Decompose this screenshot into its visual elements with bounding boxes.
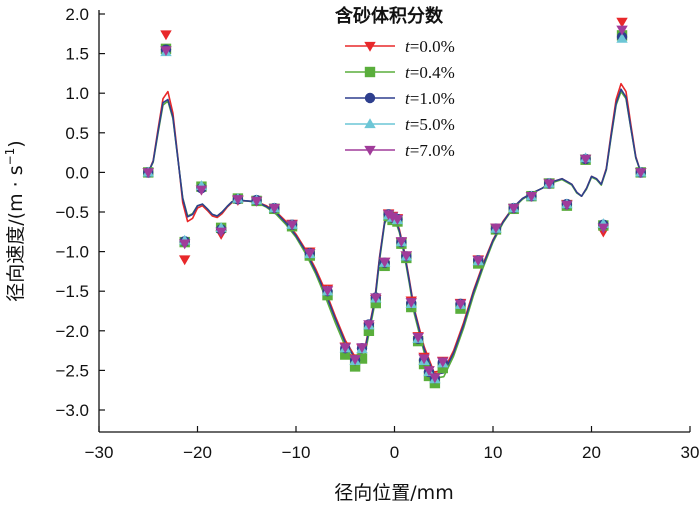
data-point (378, 257, 391, 268)
y-tick-label: 0.0 (65, 163, 89, 182)
legend-entries: t=0.0%t=0.4%t=1.0%t=5.0%t=7.0% (345, 37, 455, 160)
y-axis-title: 径向速度/(m · s−1) (3, 140, 27, 301)
data-point (391, 214, 404, 225)
data-point (412, 332, 424, 343)
x-axis-title: 径向位置/mm (334, 482, 453, 504)
y-tick-label: −1.5 (55, 282, 89, 301)
data-point (215, 227, 227, 238)
y-tick-label: −2.5 (55, 361, 89, 380)
y-axis-title-sup: −1 (3, 148, 17, 166)
data-point (349, 355, 361, 366)
data-point (525, 192, 538, 202)
legend-value: =0.0% (410, 37, 455, 56)
legend-label: t=0.0% (405, 37, 455, 56)
x-tick-label: 30 (681, 443, 700, 462)
data-point (195, 185, 208, 196)
data-point (429, 373, 441, 384)
markers-layer (142, 17, 647, 389)
data-point (286, 220, 298, 231)
data-point (437, 362, 448, 374)
data-point (579, 154, 592, 165)
data-point (507, 203, 520, 214)
data-point (356, 343, 368, 354)
legend-title: 含砂体积分数 (335, 5, 444, 27)
data-point (178, 255, 191, 266)
data-point (454, 299, 467, 310)
x-tick-label: 0 (390, 443, 399, 462)
legend-marker (364, 118, 376, 129)
data-point (561, 200, 573, 211)
y-tick-label: −2.0 (55, 322, 89, 341)
legend-variable: t (405, 115, 411, 134)
legend-marker (364, 92, 376, 104)
legend-label: t=5.0% (405, 115, 455, 134)
data-point (597, 223, 610, 234)
data-point (418, 354, 430, 365)
data-point (232, 195, 244, 206)
y-tick-label: 1.0 (65, 84, 89, 103)
x-tick-label: −20 (183, 443, 212, 462)
x-tick-label: 10 (484, 443, 503, 462)
legend-marker (364, 66, 376, 78)
data-point (370, 293, 382, 304)
legend-variable: t (405, 37, 411, 56)
legend-variable: t (405, 89, 411, 108)
data-point (349, 361, 361, 372)
legend-label: t=7.0% (405, 141, 455, 160)
x-tick-label: −10 (282, 443, 311, 462)
legend-marker (364, 41, 376, 52)
data-point (304, 249, 316, 259)
data-point (250, 196, 263, 207)
data-point (616, 25, 628, 36)
data-point (160, 46, 172, 57)
data-point (490, 223, 502, 234)
data-point (635, 168, 647, 179)
y-tick-label: 1.5 (65, 45, 89, 64)
data-point (340, 349, 351, 360)
legend-value: =0.4% (410, 63, 455, 82)
y-axis-title-close: ) (5, 140, 27, 147)
y-axis-title-main: 径向速度/(m · s (5, 165, 27, 301)
data-point (363, 325, 375, 336)
y-tick-label: −1.0 (55, 243, 89, 262)
data-point (356, 353, 368, 364)
data-point (472, 256, 484, 267)
legend-value: =7.0% (410, 141, 455, 160)
data-point (400, 251, 413, 262)
y-tick-label: −0.5 (55, 203, 89, 222)
legend-variable: t (405, 141, 411, 160)
data-point (437, 357, 449, 368)
legend-value: =1.0% (410, 89, 455, 108)
x-tick-label: 20 (582, 443, 601, 462)
data-point (616, 32, 628, 43)
y-tick-label: 0.5 (65, 124, 89, 143)
data-point (616, 17, 628, 28)
y-tick-label: 2.0 (65, 5, 89, 24)
legend: 含砂体积分数 t=0.0%t=0.4%t=1.0%t=5.0%t=7.0% (335, 5, 455, 160)
data-point (321, 286, 334, 297)
legend-label: t=0.4% (405, 63, 455, 82)
legend-label: t=1.0% (405, 89, 455, 108)
data-point (339, 343, 351, 354)
data-point (268, 203, 281, 214)
data-point (178, 239, 191, 250)
data-point (395, 237, 408, 248)
data-point (142, 168, 154, 179)
y-tick-label: −3.0 (55, 401, 89, 420)
data-point (543, 179, 555, 190)
ticks-layer: 2.0 1.5 1.0 0.5 0.0 −0.5 −1.0 −1.5 −2.0 −2.5 −3.0 −… (55, 5, 699, 462)
legend-marker (364, 145, 376, 156)
x-tick-label: −30 (85, 443, 114, 462)
legend-variable: t (405, 63, 411, 82)
data-point (423, 366, 435, 377)
legend-value: =5.0% (410, 115, 455, 134)
data-point (363, 320, 375, 331)
data-point (160, 30, 172, 41)
data-point (405, 298, 417, 309)
